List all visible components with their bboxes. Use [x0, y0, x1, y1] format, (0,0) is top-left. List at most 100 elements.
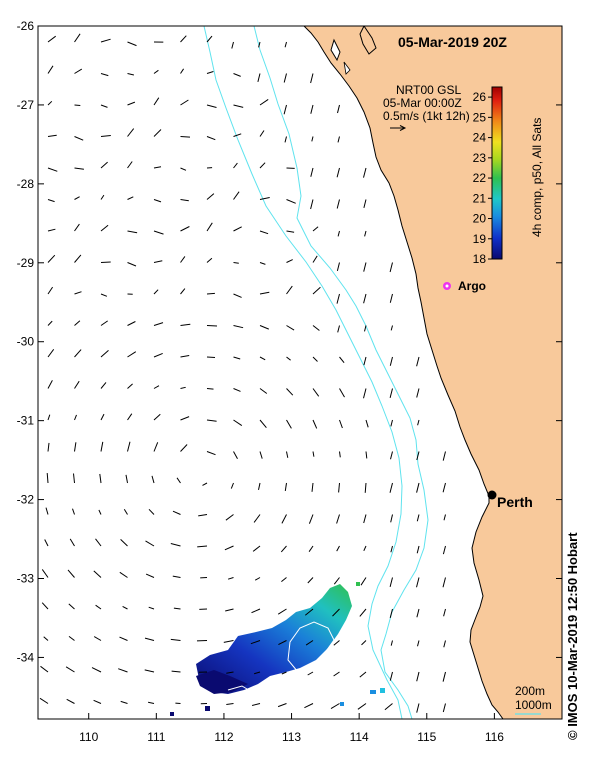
current-arrow	[389, 388, 393, 399]
current-arrow	[153, 322, 164, 326]
current-arrow	[442, 451, 446, 461]
current-arrow	[125, 474, 128, 484]
current-arrow	[172, 510, 181, 515]
argo-label: Argo	[458, 279, 486, 293]
current-arrow	[226, 703, 234, 705]
current-arrow	[74, 349, 82, 358]
current-arrow	[443, 608, 446, 617]
current-arrow	[127, 351, 137, 358]
lat-tick-label: -27	[17, 98, 35, 112]
lon-tick-label: 116	[485, 730, 504, 744]
current-arrow	[74, 68, 83, 74]
current-arrow	[389, 293, 393, 303]
current-arrow	[206, 388, 214, 390]
current-arrow	[281, 577, 287, 582]
current-arrow	[308, 514, 314, 524]
current-arrow	[47, 65, 54, 74]
current-arrow	[233, 262, 239, 264]
colorbar-gradient	[491, 86, 503, 260]
current-arrow	[389, 356, 393, 366]
current-arrow	[281, 514, 287, 524]
current-arrow	[284, 136, 287, 143]
current-arrow	[67, 569, 75, 578]
current-arrow	[389, 482, 393, 493]
current-arrow	[231, 41, 234, 49]
current-arrow	[153, 166, 162, 169]
current-arrow	[127, 321, 136, 326]
current-arrow	[100, 73, 109, 77]
current-arrow	[442, 671, 446, 682]
current-arrow	[93, 636, 102, 641]
lon-tick-label: 112	[214, 730, 233, 744]
perth-label: Perth	[497, 494, 533, 510]
current-arrow	[127, 101, 136, 106]
current-arrow	[417, 419, 420, 426]
current-arrow	[312, 255, 318, 263]
current-arrow	[74, 104, 81, 106]
current-arrow	[333, 671, 340, 677]
current-arrow	[47, 349, 55, 358]
current-arrow	[206, 356, 216, 358]
current-arrow	[153, 260, 163, 263]
current-arrow	[47, 254, 56, 263]
colorbar-tick-label: 21	[473, 191, 487, 205]
current-arrow	[223, 640, 234, 643]
map-title: 05-Mar-2019 20Z	[398, 34, 507, 50]
current-arrow	[171, 670, 181, 673]
current-arrow	[74, 414, 77, 421]
imos-credit: © IMOS 10-Mar-2019 12:50 Hobart	[565, 532, 580, 740]
current-arrow	[127, 441, 131, 452]
perth-city: Perth	[487, 490, 533, 510]
current-arrow	[312, 226, 319, 232]
current-arrow	[283, 104, 287, 115]
current-arrow	[180, 167, 187, 171]
current-arrow	[180, 256, 186, 263]
current-arrow	[259, 291, 270, 295]
perth-marker	[487, 490, 497, 500]
current-arrow	[47, 380, 53, 389]
argo-float: Argo	[443, 279, 486, 293]
current-arrow	[180, 386, 186, 389]
current-arrow	[148, 508, 155, 515]
current-arrow	[144, 637, 155, 641]
lat-tick-label: -28	[17, 177, 35, 191]
current-arrow	[202, 482, 208, 486]
current-arrow	[310, 73, 314, 84]
current-arrow	[153, 199, 162, 203]
current-arrow	[74, 136, 84, 141]
current-arrow	[68, 635, 75, 641]
current-arrow	[151, 475, 155, 484]
current-arrow	[259, 262, 266, 265]
current-arrow	[233, 162, 238, 169]
current-arrow	[100, 104, 108, 108]
current-arrow	[251, 703, 261, 706]
current-arrow	[363, 388, 367, 399]
current-arrow	[310, 199, 314, 210]
current-arrow	[284, 482, 287, 491]
current-arrow	[259, 197, 270, 200]
current-arrow	[233, 419, 243, 427]
current-arrow	[45, 507, 49, 515]
current-arrow	[198, 514, 208, 517]
scale-arrow-head	[399, 125, 407, 131]
current-arrow	[233, 191, 240, 200]
current-arrow	[416, 388, 420, 398]
current-arrow	[259, 98, 269, 106]
current-arrow	[365, 451, 368, 459]
current-arrow	[304, 608, 314, 616]
map-frame-border	[37, 25, 563, 720]
current-arrow	[257, 73, 261, 83]
current-arrow	[233, 293, 242, 298]
current-arrow	[364, 482, 367, 493]
current-arrow	[284, 41, 287, 48]
lat-tick-label: -29	[17, 256, 35, 270]
current-arrow	[91, 667, 102, 673]
current-arrow	[100, 441, 104, 452]
current-arrow	[363, 293, 367, 304]
colorbar-ticks: 26 25 24 23 22 21 20 19 18	[473, 90, 492, 266]
current-arrow	[153, 413, 161, 421]
current-arrow	[47, 35, 57, 43]
current-arrow	[333, 640, 340, 646]
current-arrow	[69, 538, 75, 547]
current-arrow	[390, 514, 393, 523]
